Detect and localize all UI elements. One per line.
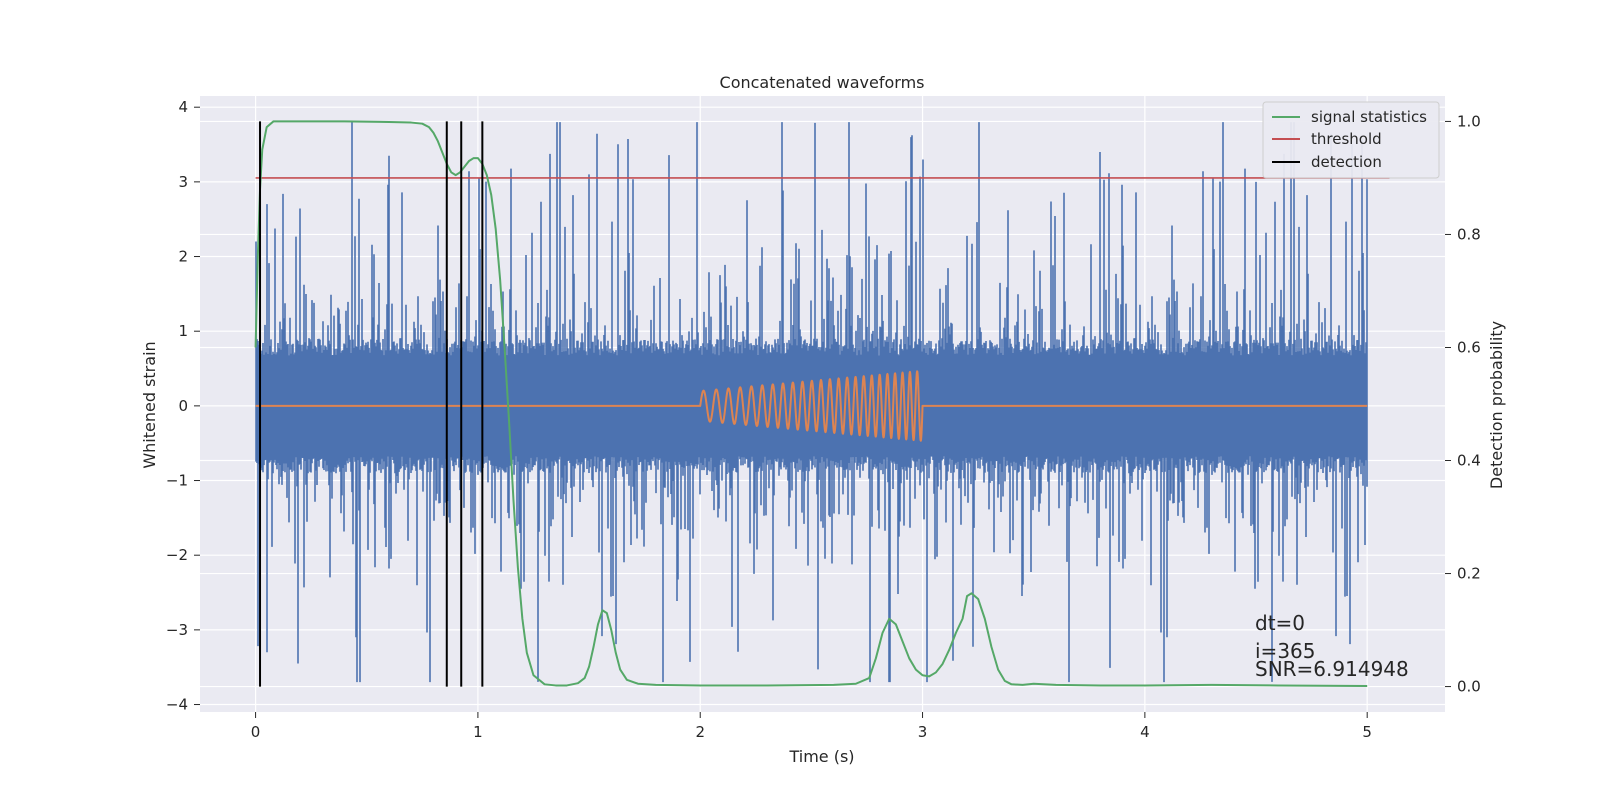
y-right-tick-label: 0.6 xyxy=(1457,338,1481,356)
y-axis-label-right: Detection probability xyxy=(1487,321,1506,489)
y-left-tick-label: −4 xyxy=(166,696,188,714)
legend-label-detection: detection xyxy=(1311,153,1382,171)
legend-label-threshold: threshold xyxy=(1311,130,1382,148)
y-left-tick-label: 3 xyxy=(178,173,188,191)
legend-label-signal-statistics: signal statistics xyxy=(1311,108,1427,126)
x-axis-label: Time (s) xyxy=(788,747,854,766)
y-right-tick-label: 0.0 xyxy=(1457,678,1481,696)
y-left-tick-label: 1 xyxy=(178,322,188,340)
y-left-tick-label: −3 xyxy=(166,621,188,639)
y-right-tick-label: 0.8 xyxy=(1457,225,1481,243)
y-left-tick-label: −2 xyxy=(166,546,188,564)
x-tick-label: 3 xyxy=(918,723,928,741)
x-tick-label: 5 xyxy=(1362,723,1372,741)
legend-box xyxy=(1262,101,1440,179)
x-tick-label: 2 xyxy=(695,723,705,741)
x-tick-label: 4 xyxy=(1140,723,1150,741)
y-right-tick-label: 0.4 xyxy=(1457,452,1481,470)
y-right-tick-label: 1.0 xyxy=(1457,112,1481,130)
series-signal-statistics xyxy=(254,120,1368,687)
y-right-tick-label: 0.2 xyxy=(1457,565,1481,583)
x-tick-label: 1 xyxy=(473,723,483,741)
chart-title: Concatenated waveforms xyxy=(720,73,925,92)
y-axis-label-left: Whitened strain xyxy=(140,341,159,468)
annotation-snr: SNR=6.914948 xyxy=(1255,657,1409,681)
series-injected-signal xyxy=(255,370,1368,442)
y-left-tick-label: 0 xyxy=(178,397,188,415)
legend: signal statistics threshold detection xyxy=(1262,101,1440,179)
plot-area xyxy=(254,120,1390,687)
y-left-tick-label: 2 xyxy=(178,248,188,266)
y-left-tick-label: −1 xyxy=(166,472,188,490)
axes: 0 1 2 3 4 5 −4 −3 −2 −1 0 1 2 3 4 0.0 0.2 0.4 0.6 0.8 1.0 xyxy=(166,98,1481,741)
x-tick-label: 0 xyxy=(251,723,261,741)
annotation-index: i=365 xyxy=(1255,639,1316,663)
y-left-tick-label: 4 xyxy=(178,98,188,116)
annotation-dt: dt=0 xyxy=(1255,611,1305,635)
